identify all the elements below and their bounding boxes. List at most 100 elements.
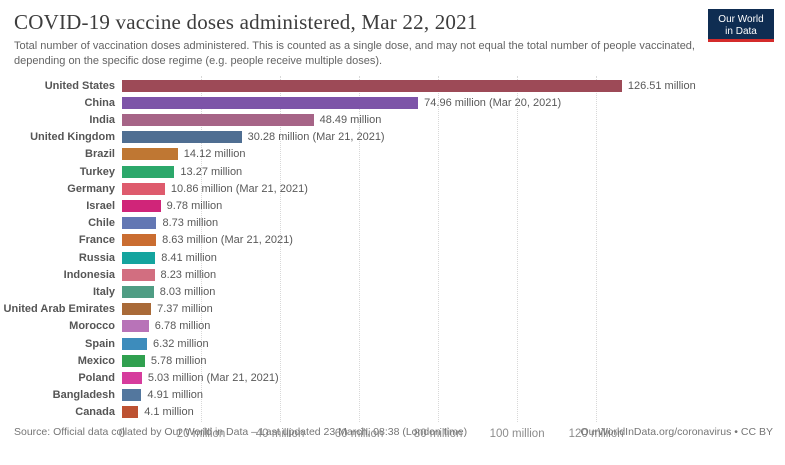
page-title: COVID-19 vaccine doses administered, Mar… xyxy=(14,10,478,34)
bar-row: Russia 8.41 million xyxy=(79,250,770,265)
license-link[interactable]: OurWorldInData.org/coronavirus • CC BY xyxy=(580,426,773,439)
bar-row: Chile 8.73 million xyxy=(88,216,770,231)
value-label: 13.27 million xyxy=(180,165,243,178)
logo-line1: Our World xyxy=(718,14,764,25)
country-label: Chile xyxy=(88,217,115,230)
bar[interactable] xyxy=(122,285,154,298)
bar-row: Bangladesh 4.91 million xyxy=(53,388,770,403)
x-axis-tick-label: 100 million xyxy=(489,428,545,441)
bar-row: Poland 5.03 million (Mar 21, 2021) xyxy=(78,370,770,385)
value-label: 4.91 million xyxy=(147,389,204,402)
value-label: 30.28 million (Mar 21, 2021) xyxy=(247,131,385,144)
x-axis-tick-label: 0 xyxy=(118,428,126,441)
country-label: Poland xyxy=(78,371,115,384)
bar-row: Italy 8.03 million xyxy=(93,284,770,299)
bar[interactable] xyxy=(122,199,161,212)
bar[interactable] xyxy=(122,406,139,419)
country-label: United Kingdom xyxy=(30,131,115,144)
chart-subtitle: Total number of vaccination doses admini… xyxy=(14,40,695,67)
bar-row: Spain 6.32 million xyxy=(85,336,770,351)
value-label: 74.96 million (Mar 20, 2021) xyxy=(424,96,562,109)
country-label: China xyxy=(84,96,115,109)
source-note: Source: Official data collated by Our Wo… xyxy=(14,426,468,439)
bar[interactable] xyxy=(122,234,157,247)
bar[interactable] xyxy=(122,371,142,384)
bar-chart: United States 126.51 million China 74.96 mi… xyxy=(4,76,770,446)
value-label: 7.37 million xyxy=(157,303,213,316)
our-world-in-data-logo[interactable]: Our World in Data xyxy=(708,9,774,42)
country-label: Morocco xyxy=(69,320,115,333)
bar[interactable] xyxy=(122,148,178,161)
bar[interactable] xyxy=(122,96,419,109)
gridline xyxy=(280,76,282,423)
bar-row: Canada 4.1 million xyxy=(75,405,770,420)
x-axis-tick-label: 80 million xyxy=(413,428,463,441)
bar[interactable] xyxy=(122,182,165,195)
country-label: Israel xyxy=(86,199,115,212)
x-axis-tick-label: 60 million xyxy=(334,428,384,441)
value-label: 8.23 million xyxy=(160,268,217,281)
logo-underline xyxy=(708,39,774,42)
bar-row: Turkey 13.27 million xyxy=(80,164,770,179)
value-label: 48.49 million xyxy=(319,113,382,126)
gridline xyxy=(517,76,519,423)
country-label: Turkey xyxy=(79,165,115,178)
country-label: United Arab Emirates xyxy=(3,303,115,316)
bar[interactable] xyxy=(122,113,314,126)
bar-row: United States 126.51 million xyxy=(45,78,770,93)
chart-page: COVID-19 vaccine doses administered, Mar… xyxy=(4,9,774,446)
bar-row: France 8.63 million (Mar 21, 2021) xyxy=(79,233,770,248)
value-label: 9.78 million xyxy=(166,199,223,212)
bar[interactable] xyxy=(122,354,145,367)
value-label: 8.73 million xyxy=(162,217,219,230)
value-label: 8.41 million xyxy=(161,251,217,264)
country-label: Bangladesh xyxy=(52,389,115,402)
bar[interactable] xyxy=(122,303,152,316)
x-axis-tick-label: 40 million xyxy=(255,428,305,441)
country-label: Indonesia xyxy=(63,268,115,281)
bar[interactable] xyxy=(122,165,175,178)
country-label: India xyxy=(89,113,115,126)
value-label: 6.78 million xyxy=(154,320,211,333)
x-axis-tick-label: 20 million xyxy=(176,428,226,441)
country-label: Germany xyxy=(67,182,115,195)
bar-row: Israel 9.78 million xyxy=(86,198,770,213)
x-axis: 0 20 million 40 million 60 million 80 millio… xyxy=(118,426,770,446)
country-label: United States xyxy=(44,79,115,92)
bar-row: China 74.96 million (Mar 20, 2021) xyxy=(84,95,770,110)
bar-row: Brazil 14.12 million xyxy=(85,147,770,162)
logo-line2: in Data xyxy=(725,26,757,37)
value-label: 8.03 million xyxy=(159,285,216,298)
gridline xyxy=(201,76,203,423)
plot-area: United States 126.51 million China 74.96 mi… xyxy=(4,76,770,423)
bar[interactable] xyxy=(122,337,147,350)
value-label: 10.86 million (Mar 21, 2021) xyxy=(170,182,308,195)
bar[interactable] xyxy=(122,389,142,402)
country-label: Mexico xyxy=(77,354,115,367)
country-label: Italy xyxy=(92,285,115,298)
bar-row: Indonesia 8.23 million xyxy=(64,267,770,282)
country-label: Spain xyxy=(85,337,115,350)
bar-row: Germany 10.86 million (Mar 21, 2021) xyxy=(67,181,770,196)
bar-row: United Kingdom 30.28 million (Mar 21, 202… xyxy=(30,130,770,145)
gridline xyxy=(596,76,598,423)
bar[interactable] xyxy=(122,217,157,230)
country-label: Brazil xyxy=(85,148,115,161)
value-label: 126.51 million xyxy=(627,79,696,92)
gridlines xyxy=(122,76,770,423)
bar-row: Morocco 6.78 million xyxy=(69,319,770,334)
bar[interactable] xyxy=(122,251,156,264)
value-label: 14.12 million xyxy=(183,148,246,161)
bar[interactable] xyxy=(122,268,155,281)
bar[interactable] xyxy=(122,320,149,333)
value-label: 5.03 million (Mar 21, 2021) xyxy=(147,371,279,384)
country-label: Russia xyxy=(78,251,115,264)
value-label: 5.78 million xyxy=(150,354,207,367)
value-label: 4.1 million xyxy=(144,406,194,419)
bar[interactable] xyxy=(122,131,242,144)
bar[interactable] xyxy=(122,79,622,92)
country-label: France xyxy=(78,234,115,247)
value-label: 6.32 million xyxy=(152,337,209,350)
bar-row: United Arab Emirates 7.37 million xyxy=(4,302,770,317)
gridline xyxy=(438,76,440,423)
